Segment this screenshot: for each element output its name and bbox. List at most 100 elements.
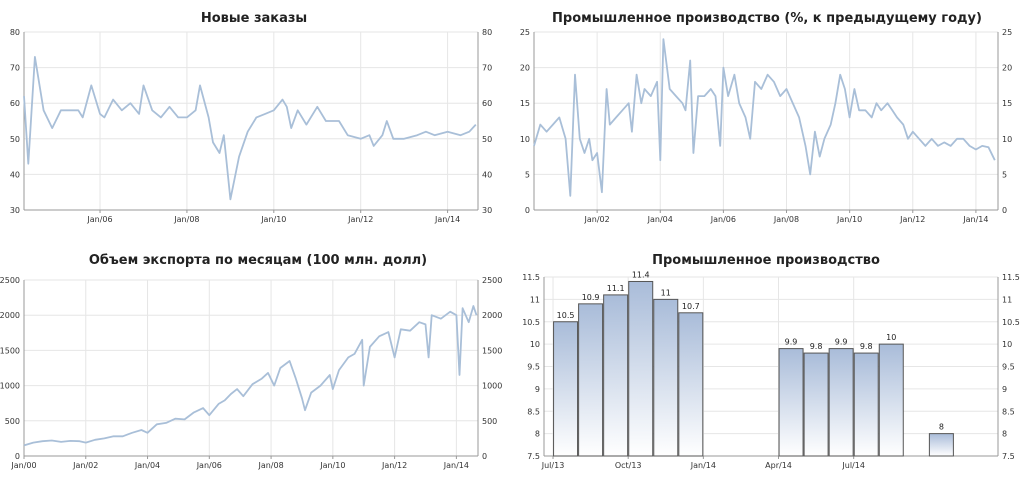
y-tick-label-right: 1000 [482, 382, 502, 391]
y-tick-label-right: 8.5 [1002, 407, 1015, 416]
x-tick-label: Jan/00 [10, 461, 36, 470]
x-tick-label: Jan/02 [584, 215, 610, 224]
y-tick-label-right: 5 [1002, 170, 1007, 179]
x-tick-label: Jan/06 [710, 215, 736, 224]
y-tick-label-left: 15 [520, 99, 530, 108]
y-tick-label-left: 40 [10, 170, 20, 179]
y-tick-label-left: 10 [530, 340, 540, 349]
y-tick-label-left: 60 [10, 99, 20, 108]
x-tick-label: Oct/13 [615, 461, 642, 470]
x-tick-label: Jul/13 [541, 461, 565, 470]
x-tick-label: Jan/10 [260, 215, 286, 224]
y-tick-label-right: 0 [482, 452, 487, 461]
y-tick-label-left: 8.5 [527, 407, 540, 416]
y-tick-label-left: 10 [520, 135, 530, 144]
x-tick-label: Jan/08 [173, 215, 199, 224]
chart-title-industrial-yoy: Промышленное производство (%, к предыдущ… [552, 11, 982, 26]
y-tick-label-right: 80 [482, 28, 492, 37]
y-tick-label-right: 70 [482, 64, 492, 73]
y-tick-label-right: 10 [1002, 135, 1012, 144]
bar-value-label: 10 [886, 333, 896, 342]
y-tick-label-left: 0 [15, 452, 20, 461]
y-tick-label-left: 1000 [0, 382, 20, 391]
x-tick-label: Apr/14 [765, 461, 792, 470]
chart-orders: 30 30 40 40 50 50 60 60 70 70 80 80 Jan/06 Jan/08 Jan/… [10, 28, 492, 224]
y-tick-label-left: 11 [530, 295, 540, 304]
y-tick-label-left: 10.5 [522, 318, 540, 327]
bar [878, 343, 904, 457]
y-tick-label-right: 2000 [482, 311, 502, 320]
y-tick-label-right: 10 [1002, 340, 1012, 349]
bar-value-label: 10.5 [557, 311, 575, 320]
bar [603, 294, 629, 457]
x-tick-label: Jan/04 [134, 461, 160, 470]
x-tick-label: Jan/04 [647, 215, 673, 224]
x-tick-label: Jan/08 [773, 215, 799, 224]
y-tick-label-left: 500 [5, 417, 20, 426]
bar [628, 280, 654, 457]
y-tick-label-right: 0 [1002, 206, 1007, 215]
x-tick-label: Jan/12 [381, 461, 407, 470]
x-tick-label: Jan/08 [257, 461, 283, 470]
y-tick-label-left: 2500 [0, 276, 20, 285]
y-tick-label-left: 8 [535, 430, 540, 439]
y-tick-label-left: 7.5 [527, 452, 540, 461]
x-tick-label: Jan/10 [836, 215, 862, 224]
bar [778, 348, 804, 457]
bar-value-label: 8 [939, 423, 944, 432]
chart-title-exports: Объем экспорта по месяцам (100 млн. долл… [89, 253, 427, 268]
y-tick-label-right: 500 [482, 417, 497, 426]
x-tick-label: Jan/14 [434, 215, 460, 224]
y-tick-label-right: 11 [1002, 295, 1012, 304]
bar [853, 352, 879, 457]
bar-value-label: 9.8 [860, 342, 873, 351]
y-tick-label-right: 9.5 [1002, 363, 1015, 372]
y-tick-label-left: 1500 [0, 346, 20, 355]
chart-title-orders: Новые заказы [201, 11, 307, 26]
y-tick-label-left: 25 [520, 28, 530, 37]
y-tick-label-left: 9.5 [527, 363, 540, 372]
x-tick-label: Jan/14 [690, 461, 716, 470]
bar [578, 303, 604, 457]
chart-exports: 0 0 500 500 1000 1000 1500 1500 2000 2000 2500 2500… [0, 276, 502, 470]
bar-value-label: 9.9 [785, 338, 798, 347]
y-tick-label-left: 11.5 [522, 273, 540, 282]
y-tick-label-left: 0 [525, 206, 530, 215]
y-tick-label-right: 15 [1002, 99, 1012, 108]
x-tick-label: Jan/02 [72, 461, 98, 470]
x-tick-label: Jan/14 [443, 461, 469, 470]
y-tick-label-right: 11.5 [1002, 273, 1020, 282]
x-tick-label: Jan/12 [347, 215, 373, 224]
bar-value-label: 11.1 [607, 284, 625, 293]
x-tick-label: Jan/06 [196, 461, 222, 470]
bar-value-label: 11.4 [632, 270, 650, 279]
x-tick-label: Jul/14 [841, 461, 865, 470]
x-tick-label: Jan/10 [319, 461, 345, 470]
y-tick-label-right: 9 [1002, 385, 1007, 394]
y-tick-label-right: 8 [1002, 430, 1007, 439]
y-tick-label-right: 40 [482, 170, 492, 179]
y-tick-label-left: 5 [525, 170, 530, 179]
series-line-orders [23, 56, 477, 201]
y-tick-label-right: 50 [482, 135, 492, 144]
y-tick-label-left: 80 [10, 28, 20, 37]
y-tick-label-right: 1500 [482, 346, 502, 355]
bar [803, 352, 829, 457]
bar [653, 298, 679, 457]
bar-value-label: 10.9 [582, 293, 600, 302]
y-tick-label-right: 60 [482, 99, 492, 108]
y-tick-label-right: 2500 [482, 276, 502, 285]
y-tick-label-left: 2000 [0, 311, 20, 320]
y-tick-label-right: 30 [482, 206, 492, 215]
y-tick-label-left: 9 [535, 385, 540, 394]
y-tick-label-left: 20 [520, 64, 530, 73]
y-tick-label-right: 20 [1002, 64, 1012, 73]
bar [678, 312, 704, 457]
bar-value-label: 9.9 [835, 338, 848, 347]
y-tick-label-right: 25 [1002, 28, 1012, 37]
y-tick-label-left: 50 [10, 135, 20, 144]
y-tick-label-left: 70 [10, 64, 20, 73]
bar-value-label: 11 [661, 288, 671, 297]
x-tick-label: Jan/06 [86, 215, 112, 224]
bar [928, 433, 954, 457]
